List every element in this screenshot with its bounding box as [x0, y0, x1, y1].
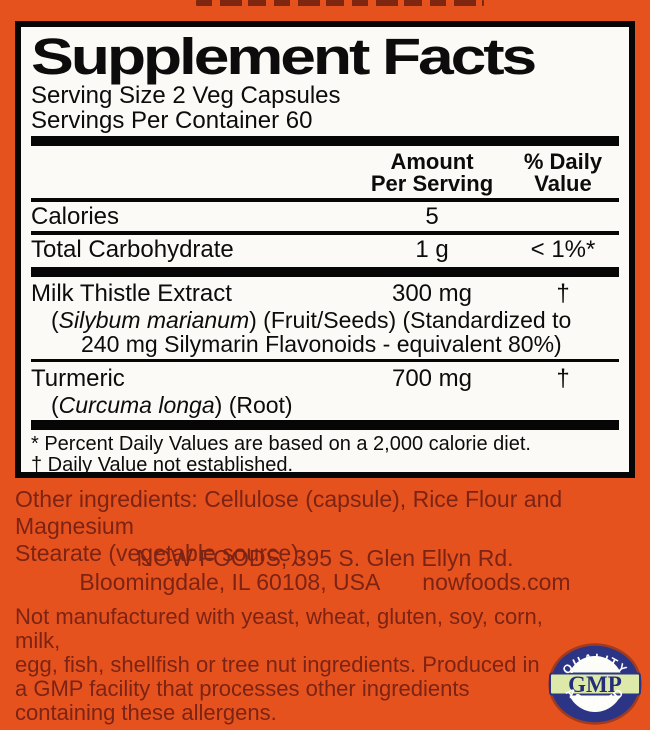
supplement-facts-panel: Supplement Facts Serving Size 2 Veg Caps… — [15, 21, 635, 478]
other-ingredients: Other ingredients: Cellulose (capsule), … — [15, 486, 635, 567]
divider-thin — [31, 231, 619, 235]
dv-header-line2: Value — [534, 171, 592, 196]
other-ingredients-line1: Other ingredients: Cellulose (capsule), … — [15, 486, 563, 539]
nutrient-amount: 1 g — [415, 236, 449, 263]
table-row-turmeric: Turmeric 700 mg † (Curcuma longa) (Root) — [31, 362, 619, 417]
address-line2: Bloomingdale, IL 60108, USA nowfoods.com — [0, 570, 650, 594]
badge-center-text: GMP — [568, 672, 622, 697]
nutrient-detail-line1: (Curcuma longa) (Root) — [31, 393, 619, 417]
divider-thin — [31, 359, 619, 362]
footnotes: * Percent Daily Values are based on a 2,… — [31, 430, 619, 476]
paren: ( — [51, 307, 59, 333]
amount-header-line1: Amount — [390, 149, 474, 174]
table-header-row: Amount Per Serving % Daily Value — [31, 146, 619, 198]
table-row-carbohydrate: Total Carbohydrate 1 g < 1%* — [31, 235, 619, 264]
nutrient-dv: † — [556, 280, 570, 307]
botanical-name: Curcuma longa — [58, 392, 215, 418]
nutrient-name: Milk Thistle Extract — [31, 280, 232, 307]
gmp-quality-assured-badge: QUALITY GMP ASSURED — [547, 643, 643, 725]
manufacturer-address: NOW FOODS, 395 S. Glen Ellyn Rd. Bloomin… — [0, 546, 650, 594]
nutrient-name: Total Carbohydrate — [31, 236, 234, 263]
cropped-top-text — [196, 0, 484, 6]
website-text: nowfoods.com — [422, 569, 571, 595]
address-city: Bloomingdale, IL 60108, USA — [79, 569, 381, 595]
dv-header-line1: % Daily — [523, 149, 603, 174]
nutrient-dv: † — [556, 365, 570, 392]
allergen-line3: a GMP facility that processes other ingr… — [15, 676, 470, 701]
other-ingredients-line2: Stearate (vegetable source). — [15, 540, 306, 566]
amount-header-line2: Per Serving — [370, 171, 494, 196]
address-line1: NOW FOODS, 395 S. Glen Ellyn Rd. — [136, 545, 514, 571]
allergen-line2: egg, fish, shellfish or tree nut ingredi… — [15, 652, 540, 677]
nutrient-amount: 700 mg — [391, 365, 473, 392]
panel-title: Supplement Facts — [31, 28, 537, 85]
nutrient-name: Calories — [31, 203, 120, 230]
divider-thick — [31, 136, 619, 146]
amount-per-serving-header: Amount Per Serving — [357, 151, 507, 195]
nutrient-detail-line2: 240 mg Silymarin Flavonoids - equivalent… — [81, 331, 562, 357]
detail-rest: ) (Fruit/Seeds) (Standardized to — [249, 307, 572, 333]
gmp-badge-icon: QUALITY GMP ASSURED — [548, 643, 642, 725]
table-row-calories: Calories 5 — [31, 202, 619, 231]
nutrient-amount: 300 mg — [391, 280, 473, 307]
daily-value-header: % Daily Value — [507, 151, 619, 195]
footnote-daily-value: * Percent Daily Values are based on a 2,… — [31, 433, 531, 455]
nutrient-detail-line1: (Silybum marianum) (Fruit/Seeds) (Standa… — [31, 308, 619, 332]
botanical-name: Silybum marianum — [58, 307, 250, 333]
serving-size: Serving Size 2 Veg Capsules — [31, 82, 341, 109]
divider-thick — [31, 267, 619, 277]
nutrient-amount: 5 — [425, 203, 439, 230]
nutrient-dv: < 1%* — [530, 236, 596, 263]
divider-thick — [31, 420, 619, 430]
paren: ( — [51, 392, 59, 418]
divider-thin — [31, 198, 619, 202]
table-row-milk-thistle: Milk Thistle Extract 300 mg † (Silybum m… — [31, 277, 619, 356]
nutrient-name: Turmeric — [31, 365, 125, 392]
allergen-statement: Not manufactured with yeast, wheat, glut… — [15, 605, 560, 725]
footnote-dagger: † Daily Value not established. — [31, 454, 294, 476]
allergen-line4: containing these allergens. — [15, 700, 277, 725]
allergen-line1: Not manufactured with yeast, wheat, glut… — [15, 604, 543, 653]
servings-per-container: Servings Per Container 60 — [31, 107, 313, 134]
detail-rest: ) (Root) — [214, 392, 293, 418]
